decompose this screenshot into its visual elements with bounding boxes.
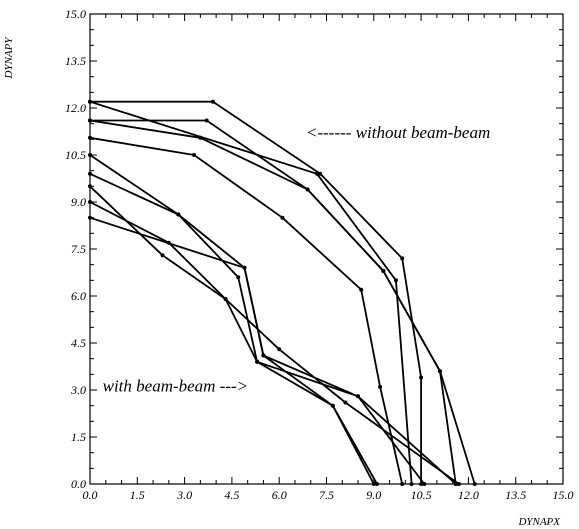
x-tick-label: 3.0 xyxy=(176,488,192,502)
x-tick-label: 4.5 xyxy=(224,488,239,502)
data-point xyxy=(88,171,92,176)
data-point xyxy=(88,135,92,140)
data-point xyxy=(88,215,92,220)
series-line xyxy=(89,185,457,485)
series-line xyxy=(89,154,378,485)
data-point xyxy=(419,375,424,380)
series-line xyxy=(89,100,413,485)
data-point xyxy=(88,118,92,123)
series-1 xyxy=(88,99,424,486)
x-tick-label: 7.5 xyxy=(319,488,334,502)
data-point xyxy=(204,118,209,123)
y-tick-label: 12.0 xyxy=(65,101,86,115)
data-point xyxy=(409,482,414,486)
data-point xyxy=(315,171,319,176)
data-point xyxy=(343,400,348,405)
x-tick-label: 1.5 xyxy=(130,488,145,502)
data-point xyxy=(381,268,386,273)
data-point xyxy=(88,200,92,204)
x-tick-labels: 0.0 1.5 3.0 4.5 6.0 7.5 9.0 10.5 12.0 13.5 15.0 xyxy=(83,488,574,502)
data-point xyxy=(371,482,376,486)
x-tick-label: 6.0 xyxy=(272,488,287,502)
data-point xyxy=(280,215,285,220)
data-point xyxy=(255,359,260,364)
annotation-without-beam-beam: <------ without beam-beam xyxy=(306,123,490,142)
x-tick-label: 12.0 xyxy=(458,488,479,502)
data-point xyxy=(330,403,335,408)
data-point xyxy=(176,212,181,217)
x-axis-label: DYNAPX xyxy=(517,516,561,528)
series-line xyxy=(89,201,460,485)
data-point xyxy=(378,384,383,389)
data-point xyxy=(236,275,241,280)
data-point xyxy=(375,482,379,486)
series-line xyxy=(89,119,476,485)
data-point xyxy=(223,297,228,302)
y-tick-label: 6.0 xyxy=(71,289,86,303)
data-point xyxy=(318,171,323,176)
series-line xyxy=(89,216,426,485)
x-tick-label: 9.0 xyxy=(366,488,381,502)
x-tick-label: 13.5 xyxy=(505,488,526,502)
data-point xyxy=(305,187,310,192)
y-tick-label: 1.5 xyxy=(71,430,86,444)
data-point xyxy=(438,369,442,374)
data-point xyxy=(160,253,165,258)
data-point xyxy=(393,278,398,283)
data-point xyxy=(277,347,282,352)
y-tick-label: 13.5 xyxy=(65,54,86,68)
y-tick-label: 3.0 xyxy=(70,383,86,397)
series-group xyxy=(88,99,477,486)
data-point xyxy=(198,135,203,140)
series-5 xyxy=(88,135,405,486)
data-point xyxy=(456,482,461,486)
series-9 xyxy=(88,200,461,486)
data-point xyxy=(242,265,247,270)
series-4 xyxy=(88,118,477,486)
y-tick-label: 0.0 xyxy=(71,477,86,491)
data-point xyxy=(88,184,92,189)
data-point xyxy=(88,99,92,104)
data-point xyxy=(88,153,92,157)
y-tick-label: 10.5 xyxy=(65,148,86,162)
y-tick-labels: 0.0 1.5 3.0 4.5 6.0 7.5 9.0 10.5 12.0 13.5 15.0 xyxy=(65,7,86,491)
annotation-with-beam-beam: with beam-beam ---> xyxy=(103,377,249,396)
y-tick-label: 7.5 xyxy=(71,242,86,256)
data-point xyxy=(400,256,405,261)
y-axis-label: DYNAPY xyxy=(3,36,15,80)
data-point xyxy=(211,99,215,104)
series-6 xyxy=(88,153,379,486)
series-7 xyxy=(88,171,376,486)
data-point xyxy=(422,482,427,486)
data-point xyxy=(359,287,364,292)
data-point xyxy=(419,482,424,486)
series-10 xyxy=(88,215,427,486)
data-point xyxy=(192,153,197,157)
y-tick-label: 15.0 xyxy=(65,7,86,21)
series-line xyxy=(90,100,423,484)
axis-ticks xyxy=(89,13,564,485)
x-tick-label: 10.5 xyxy=(411,488,432,502)
y-tick-label: 4.5 xyxy=(71,336,86,350)
data-point xyxy=(400,482,405,486)
series-line xyxy=(89,136,404,485)
data-point xyxy=(472,482,477,486)
x-tick-label: 0.0 xyxy=(83,488,98,502)
data-point xyxy=(261,353,266,358)
series-line xyxy=(89,172,375,485)
y-tick-label: 9.0 xyxy=(71,195,86,209)
plot-frame xyxy=(89,13,564,485)
series-3 xyxy=(88,99,414,486)
data-point xyxy=(356,394,360,399)
x-tick-label: 15.0 xyxy=(553,488,574,502)
